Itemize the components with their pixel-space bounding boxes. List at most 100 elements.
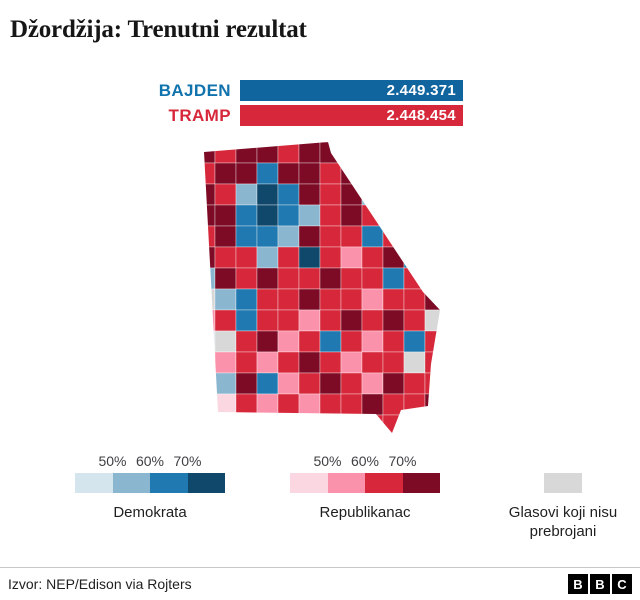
county-cell [235,204,258,227]
county-cell [403,267,426,290]
county-cell [361,267,384,290]
county-cell [319,225,342,248]
legend-swatch [365,473,403,493]
county-cell [214,162,237,185]
county-cell [319,288,342,311]
county-cell [424,267,440,290]
county-cell [361,225,384,248]
county-cell [214,183,237,206]
bbc-logo-block: B [590,574,610,594]
county-cell [235,225,258,248]
county-cell [256,288,279,311]
county-cell [256,246,279,269]
county-cell [319,142,342,164]
county-cell [298,225,321,248]
bajden-bar: 2.449.371 [240,80,463,101]
county-cell [298,393,321,416]
county-cell [256,142,279,164]
county-cell [424,204,440,227]
county-cell [277,372,300,395]
legend-swatch [402,473,440,493]
candidate-label-bajden: BAJDEN [158,80,231,100]
county-cell [361,288,384,311]
county-cell [235,351,258,374]
county-cell [214,225,237,248]
georgia-county-map [194,142,446,439]
county-cell [214,204,237,227]
page-title: Džordžija: Trenutni rezultat [10,16,307,43]
county-cell [214,142,237,164]
county-cell [319,393,342,416]
county-cell [277,246,300,269]
county-cell [214,267,237,290]
bbc-logo-block: B [568,574,588,594]
county-cell [340,225,363,248]
county-cell [403,372,426,395]
county-cell [235,183,258,206]
county-cell [403,393,426,416]
county-cell [214,351,237,374]
candidate-label-tramp: TRAMP [168,105,231,125]
county-cell [235,267,258,290]
county-cell [204,351,216,374]
county-cell [340,162,363,185]
county-cell [382,393,405,416]
county-cell [235,288,258,311]
county-cell [403,330,426,353]
county-cell [424,372,440,395]
county-cell [403,162,426,185]
county-cell [256,351,279,374]
county-cell [235,309,258,332]
county-cell [424,183,440,206]
county-cell [256,414,279,433]
legend-swatch [150,473,188,493]
county-cell [382,372,405,395]
county-cell [235,393,258,416]
county-cell [361,183,384,206]
county-cell [340,204,363,227]
county-cell [256,183,279,206]
county-cell [340,246,363,269]
county-cell [214,288,237,311]
county-cell [319,372,342,395]
county-cell [340,183,363,206]
county-cell [204,183,216,206]
county-cell [204,372,216,395]
bbc-logo-block: C [612,574,632,594]
county-cell [277,225,300,248]
county-cell [319,330,342,353]
county-cell [403,351,426,374]
county-cell [235,414,258,433]
county-cell [382,351,405,374]
county-cell [340,414,363,433]
tick-label: 60% [135,453,165,469]
results-bars: BAJDEN 2.449.371 TRAMP 2.448.454 [148,80,463,126]
democrat-ticks: 50% 60% 70% [75,453,225,473]
county-cell [204,309,216,332]
county-cell [298,414,321,433]
county-cell [319,183,342,206]
county-cell [424,330,440,353]
legend-swatch [187,473,225,493]
uncounted-caption: Glasovi koji nisu prebrojani [508,504,618,540]
county-cell [204,225,216,248]
county-cell [235,162,258,185]
county-cell [256,162,279,185]
county-cell [403,142,426,164]
legend-democrat: 50% 60% 70% Demokrata [75,453,225,542]
democrat-color-scale [75,473,225,493]
tick-label: 70% [388,453,417,469]
county-cell [361,246,384,269]
county-cell [204,414,216,433]
footer: Izvor: NEP/Edison via Rojters B B C [0,567,640,600]
county-cell [382,288,405,311]
county-cell [277,183,300,206]
georgia-map-svg [204,142,440,433]
county-cell [256,267,279,290]
county-cell [382,309,405,332]
county-cell [319,204,342,227]
county-cell [424,309,440,332]
source-attribution: Izvor: NEP/Edison via Rojters [8,576,192,592]
county-cell [204,288,216,311]
